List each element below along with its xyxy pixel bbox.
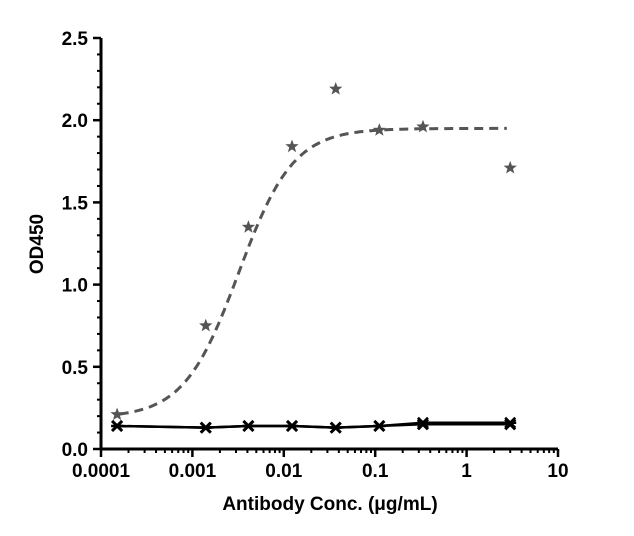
y-tick-label: 1.0 [62, 276, 88, 297]
star-marker [329, 82, 343, 95]
y-tick-label: 0.0 [62, 440, 88, 461]
star-marker [416, 119, 430, 133]
y-tick-label: 2.0 [62, 111, 88, 132]
plot-area [110, 82, 517, 434]
x-tick-label: 0.1 [362, 461, 389, 482]
star-marker [241, 220, 256, 233]
sample-fit-curve [119, 126, 507, 416]
x-tick-label: 0.0001 [72, 461, 131, 482]
x-tick-label: 0.01 [265, 461, 302, 482]
asterisk-marker [373, 420, 386, 432]
asterisk-marker [504, 416, 517, 429]
star-marker [285, 139, 299, 153]
asterisk-marker [416, 416, 429, 429]
control-1-line [117, 421, 511, 429]
y-tick-label: 0.5 [62, 358, 89, 379]
x-axis-title: Antibody Conc. (μg/mL) [222, 494, 437, 515]
star-marker [110, 407, 124, 421]
asterisk-marker [329, 421, 342, 434]
x-tick-label: 0.001 [169, 461, 217, 482]
axes: 0.0 0.5 1.0 1.5 2.0 2.5 0.0001 0.001 0.01 0.1 1 10 [62, 29, 569, 482]
x-tick-label: 10 [547, 461, 568, 482]
y-axis-title: OD450 [27, 214, 48, 274]
star-marker [503, 160, 517, 174]
star-marker [372, 123, 386, 136]
y-tick-label: 1.5 [62, 193, 89, 214]
asterisk-marker [242, 420, 255, 432]
asterisk-marker [199, 421, 212, 434]
y-tick-label: 2.5 [62, 29, 89, 50]
star-marker [199, 318, 213, 332]
x-tick-label: 1 [461, 461, 472, 482]
asterisk-marker [111, 420, 124, 432]
asterisk-marker [286, 420, 299, 432]
